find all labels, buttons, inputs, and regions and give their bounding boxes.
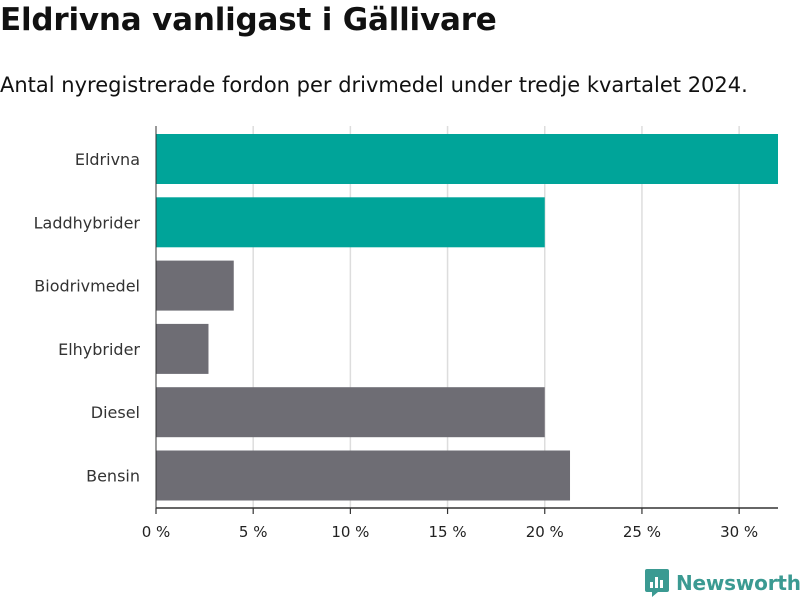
x-axis: 0 % 5 % 10 % 15 % 20 % 25 % 30 % — [142, 126, 778, 541]
category-label: Laddhybrider — [34, 213, 141, 232]
category-label: Bensin — [86, 467, 140, 486]
newsworthy-brand: Newsworthy — [644, 568, 800, 598]
x-tick-label: 15 % — [429, 523, 467, 541]
x-tick-label: 0 % — [142, 523, 171, 541]
newsworthy-logo-icon — [645, 569, 669, 597]
category-label: Diesel — [91, 403, 140, 422]
bars — [156, 134, 778, 501]
chart-title: Eldrivna vanligast i Gällivare — [0, 2, 497, 38]
bar-laddhybrider — [156, 197, 545, 248]
x-tick-label: 25 % — [623, 523, 661, 541]
category-label: Biodrivmedel — [34, 277, 140, 296]
x-tick-label: 30 % — [720, 523, 758, 541]
x-tick-label: 10 % — [331, 523, 369, 541]
category-label: Elhybrider — [58, 340, 140, 359]
bar-biodrivmedel — [156, 260, 234, 311]
bar-diesel — [156, 387, 545, 438]
chart-subtitle: Antal nyregistrerade fordon per drivmede… — [0, 73, 748, 97]
bar-eldrivna — [156, 134, 778, 184]
brand-name: Newsworthy — [676, 571, 800, 595]
bar-bensin — [156, 450, 571, 501]
category-label: Eldrivna — [75, 150, 140, 169]
x-tick-label: 20 % — [526, 523, 564, 541]
grid-lines — [252, 126, 740, 508]
x-tick-label: 5 % — [239, 523, 268, 541]
category-labels: Eldrivna Laddhybrider Biodrivmedel Elhybrid… — [34, 150, 141, 486]
bar-elhybrider — [156, 323, 209, 374]
